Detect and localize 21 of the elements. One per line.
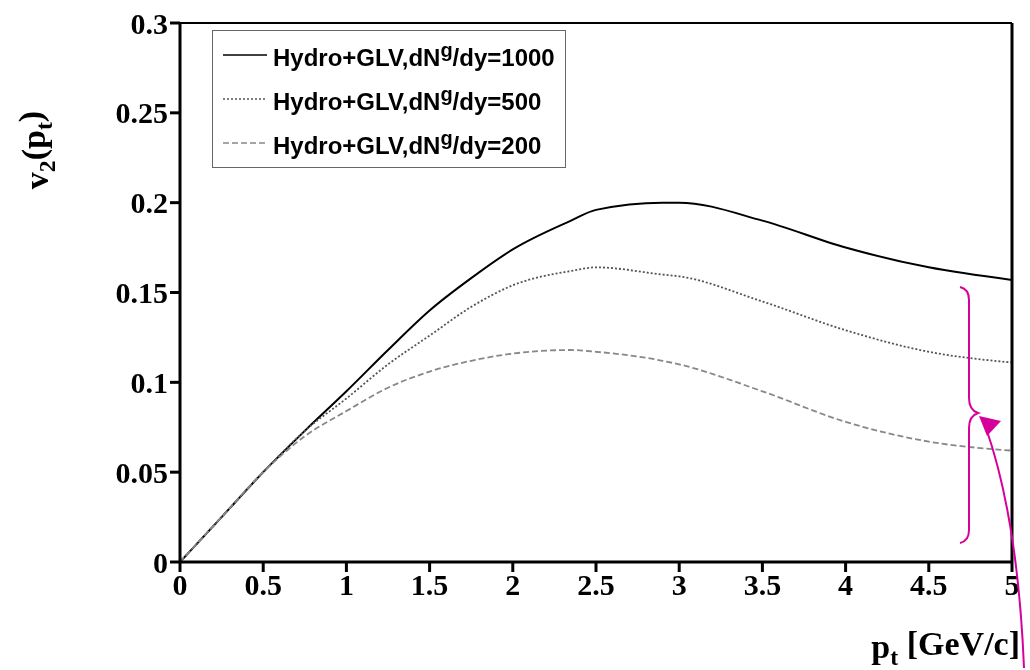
x-tick-label: 5 [1004,568,1020,602]
x-tick-label: 0.5 [244,568,282,602]
y-tick-label: 0.25 [115,96,168,130]
y-tick-label: 0.3 [130,6,168,40]
x-axis-title: p$_{t}$ [GeV/c] [871,624,1020,670]
y-tick-label: 0.2 [130,186,168,220]
x-tick-label: 1 [338,568,354,602]
legend-label: Hydro+GLV,dN$^{g}$/dy=200 [273,126,542,160]
x-tick-label: 1.5 [410,568,449,602]
x-tick-label: 3 [671,568,687,602]
y-tick-label: 0.05 [115,455,168,489]
x-tick-label: 4 [838,568,854,602]
x-tick-label: 4.5 [910,568,948,602]
y-tick-label: 0 [153,545,168,579]
y-tick-label: 0.1 [130,365,168,399]
x-tick-label: 3.5 [743,568,782,602]
x-tick-label: 2.5 [577,568,615,602]
legend-label: Hydro+GLV,dN$^{g}$/dy=1000 [273,38,555,72]
legend-label: Hydro+GLV,dN$^{g}$/dy=500 [273,82,542,116]
x-tick-label: 2 [505,568,521,602]
y-tick-label: 0.15 [115,276,168,310]
